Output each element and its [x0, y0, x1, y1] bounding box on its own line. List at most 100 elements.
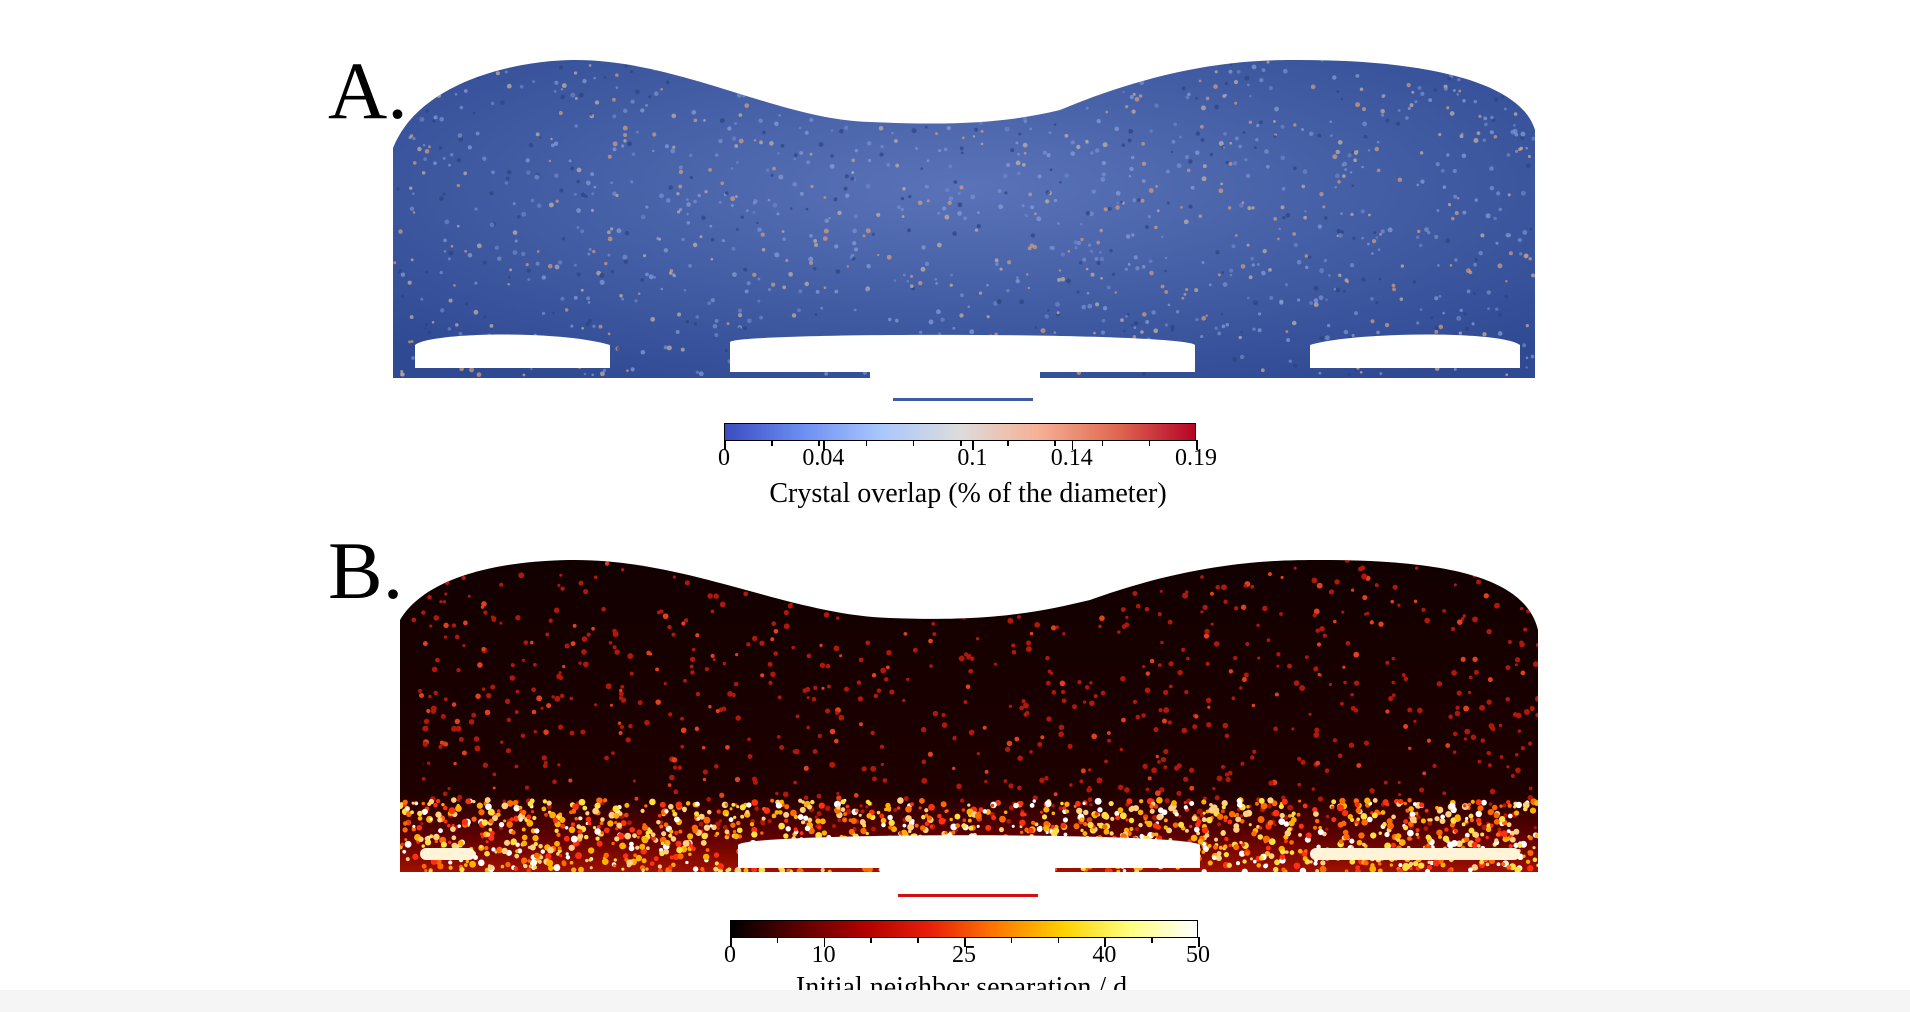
particle: [793, 814, 799, 820]
particle: [1148, 188, 1154, 193]
particle: [1344, 278, 1349, 283]
particle: [804, 281, 810, 287]
particle: [488, 827, 493, 832]
particle: [1024, 827, 1029, 833]
particle: [743, 591, 749, 597]
particle: [1006, 819, 1012, 824]
particle: [1168, 684, 1173, 689]
particle: [504, 181, 509, 185]
particle: [565, 852, 569, 856]
particle: [520, 733, 526, 739]
particle: [1340, 212, 1343, 216]
particle: [512, 230, 518, 235]
particle: [1383, 780, 1388, 785]
particle: [1312, 825, 1318, 830]
particle: [1233, 823, 1240, 829]
particle: [1389, 863, 1393, 867]
particle: [715, 821, 721, 827]
particle: [457, 824, 462, 828]
particle: [1355, 73, 1360, 78]
particle: [1214, 104, 1219, 110]
particle: [1456, 93, 1459, 96]
particle: [1026, 640, 1032, 646]
particle: [962, 818, 967, 823]
particle: [1485, 835, 1489, 840]
particle: [1312, 806, 1318, 813]
particle: [631, 152, 636, 156]
particle: [961, 823, 967, 829]
particle: [1534, 695, 1538, 702]
particle: [533, 662, 537, 667]
particle: [941, 712, 946, 718]
particle: [1235, 861, 1241, 866]
particle: [876, 688, 882, 693]
particle: [779, 799, 784, 804]
particle: [1185, 288, 1189, 292]
particle: [817, 733, 822, 739]
particle: [1170, 150, 1174, 154]
particle: [1115, 190, 1121, 196]
particle: [1462, 614, 1467, 618]
pile-b-gap: [880, 868, 1055, 876]
particle: [497, 256, 502, 261]
particle: [830, 154, 834, 158]
particle: [481, 601, 487, 607]
particle: [1060, 689, 1066, 695]
particle: [442, 600, 447, 604]
particle: [938, 332, 942, 336]
particle: [675, 840, 682, 847]
particle: [736, 805, 740, 809]
particle: [994, 258, 999, 263]
particle: [1141, 161, 1147, 166]
particle: [1051, 830, 1058, 838]
particle: [1369, 865, 1377, 872]
particle: [1498, 815, 1506, 823]
particle: [735, 161, 739, 165]
particle: [1084, 685, 1090, 690]
particle: [495, 71, 500, 76]
particle: [591, 192, 595, 196]
colorbar-minor-tick: [1007, 440, 1009, 446]
particle: [1427, 230, 1431, 235]
particle: [1313, 666, 1319, 672]
particle: [521, 834, 528, 841]
particle: [963, 652, 969, 657]
particle: [1273, 823, 1277, 827]
particle: [698, 371, 704, 377]
particle: [951, 830, 956, 835]
particle: [1213, 84, 1218, 89]
particle: [1447, 868, 1452, 872]
particle: [1412, 802, 1417, 806]
particle: [600, 831, 604, 835]
particle: [668, 712, 673, 717]
particle: [1374, 146, 1380, 152]
particle: [576, 208, 582, 213]
particle: [1477, 805, 1484, 812]
particle: [1192, 724, 1198, 730]
particle: [1251, 830, 1257, 837]
particle: [422, 641, 428, 647]
particle: [1164, 290, 1169, 294]
colorbar-tick-label: 10: [811, 942, 836, 968]
particle: [583, 834, 589, 840]
particle: [1263, 840, 1267, 844]
particle: [1291, 727, 1295, 731]
particle: [1233, 844, 1240, 851]
particle: [803, 795, 809, 801]
particle: [527, 278, 531, 282]
particle: [1045, 680, 1051, 686]
particle: [1004, 126, 1010, 132]
particle: [967, 305, 971, 308]
particle: [1316, 642, 1322, 647]
particle: [1339, 797, 1346, 805]
particle: [1473, 669, 1479, 675]
particle: [878, 125, 884, 131]
particle: [476, 560, 480, 562]
particle: [453, 284, 456, 287]
particle: [1274, 692, 1279, 697]
particle: [666, 345, 672, 351]
particle: [416, 824, 423, 831]
particle: [1044, 800, 1052, 808]
particle: [1256, 263, 1260, 266]
particle: [1535, 643, 1538, 648]
